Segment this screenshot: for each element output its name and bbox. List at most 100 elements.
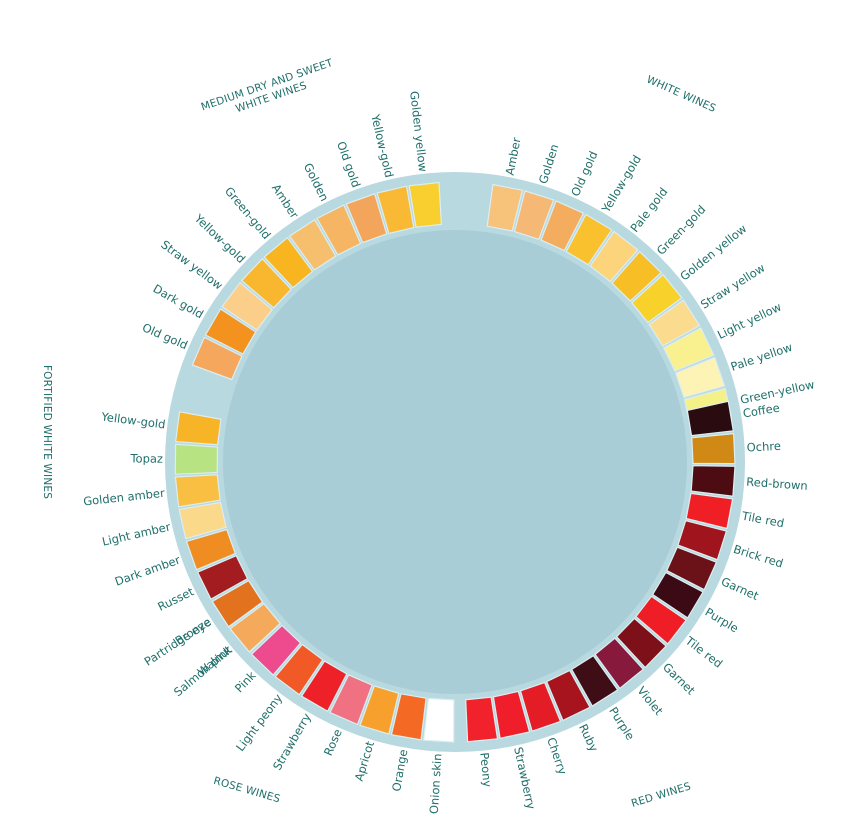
swatch-red-0 bbox=[686, 400, 734, 437]
swatch-rose-4 bbox=[300, 660, 348, 713]
group-label-line: RED WINES bbox=[630, 780, 693, 810]
group-label-white: WHITE WINES bbox=[645, 74, 718, 115]
wheel-inner-disc bbox=[223, 230, 687, 694]
swatch-label-fortified-5: Golden amber bbox=[83, 486, 166, 509]
swatch-medium-9 bbox=[408, 181, 443, 228]
swatch-label-fortified-2: Russet bbox=[155, 584, 196, 614]
swatch-white-5 bbox=[611, 250, 663, 302]
swatch-fortified-3 bbox=[185, 528, 237, 571]
swatch-medium-6 bbox=[316, 204, 362, 256]
swatch-label-rose-1: Orange bbox=[389, 748, 410, 792]
swatch-label-medium-6: Golden bbox=[301, 161, 332, 204]
group-label-fortified: FORTIFIED WHITE WINES bbox=[41, 365, 53, 499]
swatch-label-rose-3: Rose bbox=[321, 727, 345, 758]
swatch-label-red-2: Red-brown bbox=[746, 475, 808, 493]
swatch-red-12 bbox=[519, 681, 562, 732]
swatch-label-red-14: Peony bbox=[477, 752, 494, 788]
swatch-white-6 bbox=[630, 273, 683, 324]
swatch-red-3 bbox=[685, 492, 734, 530]
swatch-label-white-4: Pale gold bbox=[627, 185, 670, 235]
swatch-white-4 bbox=[589, 230, 639, 283]
swatch-label-red-3: Tile red bbox=[740, 508, 785, 530]
swatch-label-white-1: Golden bbox=[536, 142, 562, 185]
swatch-label-red-8: Garnet bbox=[660, 660, 698, 698]
swatch-white-7 bbox=[648, 299, 701, 347]
swatch-layer bbox=[174, 181, 736, 743]
swatch-label-white-7: Straw yellow bbox=[698, 261, 767, 312]
swatch-medium-4 bbox=[263, 236, 314, 289]
swatch-red-13 bbox=[492, 690, 531, 740]
swatch-label-fortified-7: Yellow-gold bbox=[100, 409, 167, 431]
swatch-label-red-0: Coffee bbox=[742, 401, 781, 421]
swatch-label-fortified-6: Topaz bbox=[129, 451, 163, 465]
swatch-red-2 bbox=[690, 464, 736, 497]
swatch-medium-5 bbox=[288, 218, 337, 271]
swatch-white-0 bbox=[486, 183, 524, 232]
group-label-red: RED WINES bbox=[630, 780, 693, 810]
swatch-label-red-4: Brick red bbox=[732, 542, 785, 571]
swatch-white-1 bbox=[513, 190, 555, 241]
swatch-label-white-2: Old gold bbox=[568, 149, 600, 199]
swatch-label-red-1: Ochre bbox=[746, 439, 781, 455]
swatch-rose-2 bbox=[359, 685, 400, 735]
swatch-fortified-2 bbox=[196, 554, 249, 600]
swatch-label-red-6: Purple bbox=[703, 605, 741, 636]
swatch-label-fortified-3: Dark amber bbox=[113, 553, 182, 589]
group-label-rose: ROSE WINES bbox=[212, 775, 282, 806]
swatch-fortified-4 bbox=[178, 501, 227, 540]
swatch-label-medium-3: Yellow-gold bbox=[191, 211, 248, 266]
swatch-rose-1 bbox=[390, 693, 427, 741]
swatch-label-white-9: Pale yellow bbox=[729, 340, 794, 374]
swatch-label-red-9: Violet bbox=[634, 684, 666, 719]
swatch-fortified-6 bbox=[174, 443, 219, 475]
swatch-white-9 bbox=[675, 356, 726, 399]
swatch-label-red-13: Strawberry bbox=[511, 746, 538, 811]
swatch-label-red-7: Tile red bbox=[682, 633, 725, 671]
swatch-red-11 bbox=[545, 669, 591, 722]
swatch-label-medium-2: Straw yellow bbox=[158, 237, 225, 292]
swatch-red-4 bbox=[677, 519, 728, 561]
swatch-red-6 bbox=[651, 571, 704, 619]
swatch-label-medium-5: Amber bbox=[269, 181, 302, 221]
swatch-medium-8 bbox=[376, 185, 415, 235]
group-label-medium: MEDIUM DRY AND SWEETWHITE WINES bbox=[200, 57, 340, 126]
swatch-medium-2 bbox=[221, 281, 274, 331]
swatch-label-white-8: Light yellow bbox=[715, 300, 783, 342]
swatch-label-red-11: Ruby bbox=[576, 722, 601, 754]
swatch-label-medium-4: Green-gold bbox=[222, 184, 274, 242]
swatch-label-white-0: Amber bbox=[503, 136, 524, 176]
group-label-line: WHITE WINES bbox=[645, 74, 718, 115]
swatch-label-medium-7: Old gold bbox=[334, 139, 363, 189]
swatch-label-medium-8: Yellow-gold bbox=[368, 112, 396, 179]
swatch-fortified-5 bbox=[174, 474, 221, 508]
swatch-label-medium-0: Old gold bbox=[140, 320, 190, 352]
swatch-label-fortified-4: Light amber bbox=[101, 520, 172, 549]
swatch-rose-6 bbox=[250, 624, 302, 676]
swatch-label-rose-2: Apricot bbox=[352, 739, 377, 783]
swatch-label-rose-0: Onion skin bbox=[427, 753, 445, 814]
swatch-label-white-5: Green-gold bbox=[654, 202, 709, 257]
swatch-label-fortified-0: Walnut bbox=[195, 642, 235, 679]
swatch-label-rose-6: Pink bbox=[232, 668, 259, 695]
swatch-rose-0 bbox=[423, 697, 455, 743]
swatch-white-3 bbox=[565, 213, 613, 266]
swatch-red-7 bbox=[635, 595, 687, 645]
swatch-white-2 bbox=[540, 200, 585, 252]
swatch-label-red-12: Cherry bbox=[544, 736, 570, 777]
swatch-red-14 bbox=[465, 696, 499, 743]
swatch-fortified-0 bbox=[229, 602, 282, 653]
group-label-line: ROSE WINES bbox=[212, 775, 282, 806]
swatch-fortified-7 bbox=[175, 411, 222, 446]
group-label-line: FORTIFIED WHITE WINES bbox=[41, 365, 53, 499]
swatch-red-1 bbox=[691, 432, 736, 465]
swatch-label-red-5: Garnet bbox=[719, 574, 761, 603]
swatch-white-8 bbox=[663, 327, 715, 372]
swatch-label-red-10: Purple bbox=[606, 704, 637, 742]
swatch-red-10 bbox=[570, 654, 619, 707]
swatch-fortified-1 bbox=[211, 579, 264, 628]
swatch-rose-5 bbox=[274, 643, 324, 696]
swatch-label-fortified-1: Bronze bbox=[172, 615, 213, 648]
swatch-red-8 bbox=[615, 617, 667, 669]
